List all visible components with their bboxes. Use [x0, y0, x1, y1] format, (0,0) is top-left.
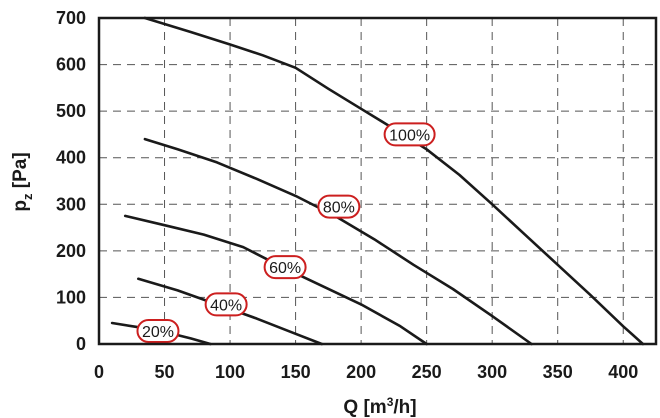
series-label-box	[204, 292, 248, 317]
y-tick-label: 300	[56, 194, 86, 214]
series-label-2: 80%	[317, 194, 361, 219]
y-tick-label: 500	[56, 101, 86, 121]
y-tick-label: 100	[56, 287, 86, 307]
x-tick-label: 300	[477, 362, 507, 382]
x-tick-label: 150	[281, 362, 311, 382]
series-label-text: 100%	[389, 127, 430, 144]
x-tick-labels: 0 50 100 150 200 250 300 350 400	[94, 362, 638, 382]
series-label-box	[317, 194, 361, 219]
x-tick-label: 100	[215, 362, 245, 382]
y-tick-label: 700	[56, 8, 86, 28]
grid	[99, 18, 656, 344]
series-label-text: 20%	[142, 324, 174, 341]
series-label-box	[263, 255, 307, 280]
x-tick-label: 350	[543, 362, 573, 382]
y-tick-label: 400	[56, 148, 86, 168]
x-tick-label: 400	[608, 362, 638, 382]
x-tick-label: 200	[346, 362, 376, 382]
series-label-5: 20%	[136, 318, 180, 343]
x-tick-label: 50	[155, 362, 175, 382]
x-axis-title: Q [m3/h]	[343, 395, 416, 418]
y-axis-title: pz [Pa]	[10, 152, 35, 211]
series-label-text: 80%	[323, 200, 355, 217]
series-label-box	[383, 122, 436, 147]
series-label-text: 60%	[269, 260, 301, 277]
series-label-3: 60%	[263, 255, 307, 280]
series-line-2	[143, 137, 533, 346]
y-tick-label: 0	[76, 334, 86, 354]
series-label-text: 40%	[210, 297, 242, 314]
x-tick-label: 250	[412, 362, 442, 382]
series-labels: 100% 80% 60% 40% 20%	[136, 122, 436, 343]
y-tick-labels: 0 100 200 300 400 500 600 700	[56, 8, 86, 354]
y-tick-label: 200	[56, 241, 86, 261]
plot-frame	[97, 16, 658, 346]
series-label-1: 100%	[383, 122, 436, 147]
y-tick-label: 600	[56, 55, 86, 75]
series-label-box	[136, 318, 180, 343]
series-label-4: 40%	[204, 292, 248, 317]
curves	[110, 16, 645, 346]
x-tick-label: 0	[94, 362, 104, 382]
